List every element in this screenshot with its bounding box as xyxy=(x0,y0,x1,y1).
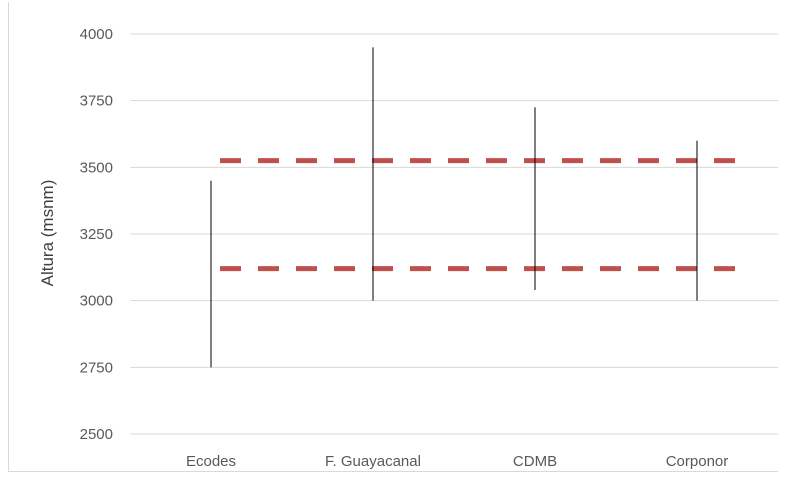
category-label: CDMB xyxy=(513,453,557,470)
y-tick-labels: 2500 2750 3000 3250 3500 3750 4000 xyxy=(80,26,113,443)
y-axis-title: Altura (msnm) xyxy=(38,180,57,287)
y-tick-label: 4000 xyxy=(80,26,113,43)
category-label: Corponor xyxy=(666,453,729,470)
y-tick-label: 3750 xyxy=(80,93,113,110)
chart-frame xyxy=(8,2,778,472)
gridlines xyxy=(130,33,778,435)
range-lines xyxy=(210,47,698,368)
y-tick-label: 3500 xyxy=(80,159,113,176)
category-labels: Ecodes F. Guayacanal CDMB Corponor xyxy=(186,453,728,470)
y-tick-label: 2750 xyxy=(80,359,113,376)
y-tick-label: 3000 xyxy=(80,293,113,310)
category-label: Ecodes xyxy=(186,453,236,470)
reference-lines xyxy=(210,156,735,274)
category-label: F. Guayacanal xyxy=(325,453,421,470)
y-tick-label: 3250 xyxy=(80,226,113,243)
y-tick-label: 2500 xyxy=(80,426,113,443)
